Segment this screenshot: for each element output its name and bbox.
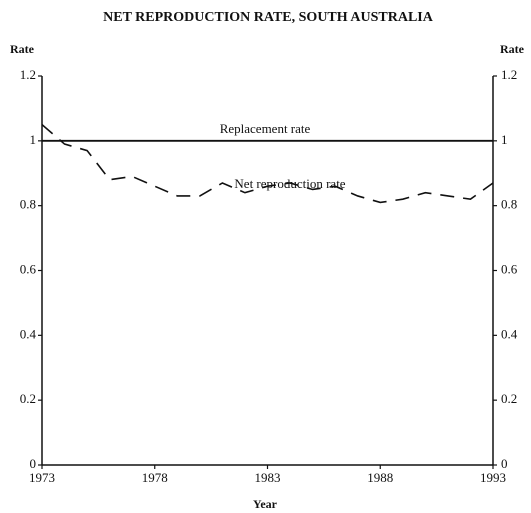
y-tick-label: 0.2 [20, 391, 36, 406]
series-line [41, 124, 494, 204]
y-tick-label: 1 [30, 132, 37, 147]
y2-tick-label: 0 [501, 456, 508, 471]
y2-tick-label: 0.8 [501, 197, 517, 212]
y-axis-label: Rate [10, 42, 35, 56]
y-tick-label: 0.4 [20, 326, 37, 341]
series-label: Net reproduction rate [234, 176, 345, 191]
y-tick-label: 0 [30, 456, 37, 471]
x-tick-label: 1993 [480, 470, 506, 485]
y2-axis-label: Rate [500, 42, 525, 56]
y2-tick-label: 1 [501, 132, 508, 147]
y-tick-label: 0.6 [20, 261, 37, 276]
y-tick-label: 1.2 [20, 67, 36, 82]
x-tick-label: 1973 [29, 470, 55, 485]
x-tick-label: 1983 [255, 470, 281, 485]
x-tick-label: 1988 [367, 470, 393, 485]
chart-title: NET REPRODUCTION RATE, SOUTH AUSTRALIA [103, 10, 434, 25]
series-label: Replacement rate [220, 121, 311, 136]
x-tick-label: 1978 [142, 470, 168, 485]
y-tick-label: 0.8 [20, 197, 36, 212]
x-axis-label: Year [253, 497, 278, 511]
y2-tick-label: 1.2 [501, 67, 517, 82]
y2-tick-label: 0.2 [501, 391, 517, 406]
y2-tick-label: 0.6 [501, 261, 518, 276]
y2-tick-label: 0.4 [501, 326, 518, 341]
